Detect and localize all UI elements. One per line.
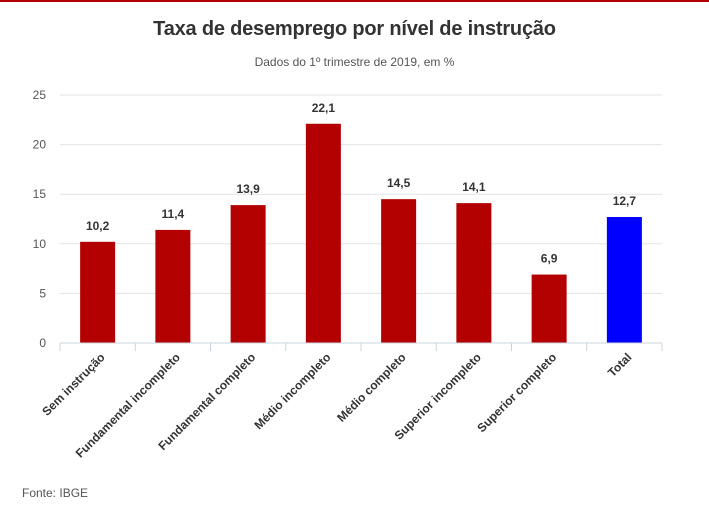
x-category-label: Sem instrução: [39, 350, 107, 418]
bar: [531, 274, 567, 343]
bar: [305, 123, 341, 343]
y-tick-label: 10: [33, 237, 47, 251]
x-category-label: Superior incompleto: [392, 350, 484, 442]
bar: [230, 205, 266, 343]
x-category-label: Médio completo: [334, 350, 408, 424]
bar-value-label: 13,9: [236, 182, 260, 196]
bar: [381, 199, 417, 343]
bar-chart: 0 5 10 15 20 25 10,2 11,4 13,9 22,1 14,5 14,1 6,9 12…: [33, 88, 663, 461]
y-tick-label: 20: [33, 138, 47, 152]
bar-value-label: 14,5: [387, 176, 411, 190]
y-axis-ticks: 0 5 10 15 20 25: [33, 88, 47, 350]
value-labels: 10,2 11,4 13,9 22,1 14,5 14,1 6,9 12,7: [86, 101, 636, 266]
bar: [606, 217, 642, 343]
x-category-label: Médio incompleto: [251, 350, 333, 432]
y-tick-label: 5: [39, 286, 46, 300]
bar-value-label: 14,1: [462, 180, 486, 194]
y-tick-label: 25: [33, 88, 47, 102]
y-tick-label: 0: [39, 336, 46, 350]
bar: [80, 241, 116, 343]
chart-subtitle: Dados do 1º trimestre de 2019, em %: [254, 55, 455, 69]
bar: [456, 203, 492, 343]
bar-value-label: 22,1: [312, 101, 336, 115]
x-category-label: Superior completo: [474, 350, 559, 435]
bars: [80, 123, 642, 343]
bar: [155, 229, 191, 343]
bar-value-label: 11,4: [162, 207, 185, 221]
bar-value-label: 12,7: [613, 194, 637, 208]
x-axis: [59, 342, 663, 351]
top-accent-rule: [0, 0, 709, 2]
chart-title: Taxa de desemprego por nível de instruçã…: [153, 18, 556, 40]
y-tick-label: 15: [33, 187, 47, 201]
gridlines: [60, 94, 662, 294]
x-category-label: Total: [605, 350, 635, 380]
bar-value-label: 6,9: [541, 252, 558, 266]
source-note: Fonte: IBGE: [22, 486, 89, 500]
bar-value-label: 10,2: [86, 219, 110, 233]
